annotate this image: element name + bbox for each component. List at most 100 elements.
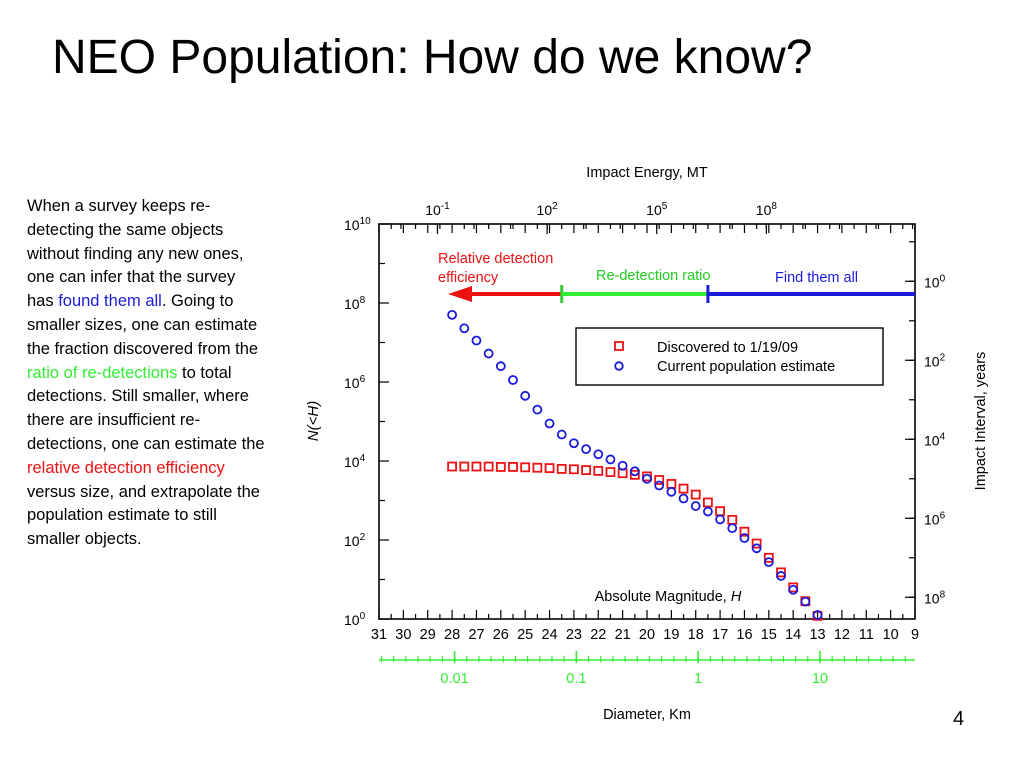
data-point-discovered [544,463,555,474]
data-point-discovered [763,552,774,563]
x-tick-label: 30 [395,627,411,643]
x-tick-label: 27 [468,627,484,643]
data-point-discovered [581,465,591,475]
right-tick-label: 100 [924,273,946,290]
data-point-population [776,571,786,581]
data-point-population [581,444,591,455]
data-point-population [788,584,799,595]
x-tick-label: 14 [785,627,801,643]
data-point-discovered [495,462,506,472]
data-point-population [556,429,567,440]
band-label-relative-efficiency: Relative detection [438,251,553,267]
data-point-discovered [520,462,531,473]
legend-box [575,327,884,386]
data-point-population [508,375,518,385]
data-point-discovered [556,463,567,474]
data-point-discovered [654,475,665,485]
data-point-discovered [715,506,725,517]
data-point-population [678,493,689,504]
x-tick-label: 9 [911,627,919,643]
data-point-population [483,348,494,359]
data-point-discovered [593,465,604,476]
page-number: 4 [953,708,965,730]
data-point-population [654,480,665,491]
y-tick-label: 1010 [344,216,371,233]
right-tick-label: 108 [924,589,946,606]
data-point-population [532,404,543,415]
body-text-part-2: . Going to smaller sizes, one can estima… [27,292,259,358]
x-tick-label: 12 [834,627,850,643]
data-point-discovered [727,514,738,525]
x-tick-label: 23 [566,627,582,643]
right-tick-label: 106 [924,510,946,527]
x-axis-label: Absolute Magnitude, H [595,589,742,605]
data-point-discovered [629,469,640,480]
data-point-discovered [447,461,457,472]
highlight-relative-detection-efficiency: relative detection efficiency [27,458,225,477]
data-point-discovered [483,461,494,472]
top-tick-label: 10-1 [425,201,450,218]
top-axis-label: Impact Energy, MT [586,165,708,181]
body-text-part-1: When a survey keeps re-detecting the sam… [27,197,244,311]
x-tick-label: 28 [444,627,460,643]
y-tick-label: 102 [344,532,366,549]
data-point-population [727,523,738,534]
data-point-population [520,390,531,401]
data-point-discovered [459,461,470,472]
band-label-redetection: Re-detection ratio [596,268,710,284]
right-tick-label: 102 [924,352,946,369]
data-point-population [763,557,774,568]
body-text-part-3: to total detections. Still smaller, wher… [27,363,265,453]
top-tick-label: 102 [537,201,559,218]
data-point-population [629,466,640,477]
data-point-population [544,418,555,429]
legend-label-population: Current population estimate [657,359,835,375]
x-tick-label: 18 [688,627,704,643]
x-tick-label: 31 [371,627,387,643]
y-tick-label: 108 [344,295,366,312]
data-point-discovered [569,464,579,475]
y-tick-label: 100 [344,611,366,628]
data-point-population [800,596,811,607]
data-point-population [495,361,506,372]
data-point-discovered [751,538,762,549]
data-point-population [739,533,750,543]
x-tick-label: 25 [517,627,533,643]
x-tick-label: 22 [590,627,606,643]
right-axis-label: Impact Interval, years [973,352,989,491]
x-tick-label: 11 [859,627,874,643]
data-point-population [642,473,652,484]
body-text: When a survey keeps re-detecting the sam… [27,195,265,552]
diameter-tick-label: 10 [812,671,828,687]
x-tick-label: 13 [809,627,825,643]
highlight-ratio-of-redetections: ratio of re-detections [27,363,178,382]
y-tick-label: 104 [344,453,366,470]
legend-label-discovered: Discovered to 1/19/09 [657,340,798,356]
data-point-population [690,501,701,511]
x-tick-label: 10 [883,627,899,643]
x-tick-label: 29 [420,627,436,643]
x-tick-label: 24 [541,627,557,643]
data-point-population [605,454,616,465]
data-point-population [703,506,713,517]
data-point-discovered [776,567,786,578]
data-point-discovered [508,462,518,472]
band-label-relative-efficiency: efficiency [438,270,499,286]
legend-marker-population [614,361,624,371]
data-point-population [471,335,482,346]
diameter-axis-label: Diameter, Km [603,707,691,723]
data-point-population [617,460,628,471]
data-point-population [593,449,604,460]
data-point-discovered [471,461,482,472]
data-point-population [459,323,470,334]
slide-title: NEO Population: How do we know? [52,31,813,84]
x-tick-label: 16 [736,627,752,643]
data-point-population [715,514,725,525]
y-tick-label: 106 [344,374,366,391]
data-point-discovered [690,489,701,500]
x-tick-label: 20 [639,627,655,643]
x-tick-label: 17 [712,627,728,643]
data-point-population [812,610,823,620]
data-point-population [666,486,677,497]
